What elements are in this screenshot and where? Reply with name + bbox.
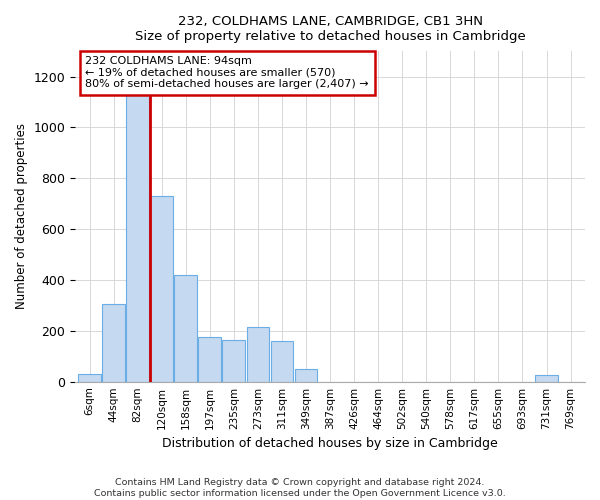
Bar <box>78 374 101 382</box>
Bar <box>223 340 245 382</box>
Bar <box>199 337 221 382</box>
Bar <box>295 369 317 382</box>
Bar <box>126 90 149 382</box>
Title: 232, COLDHAMS LANE, CAMBRIDGE, CB1 3HN
Size of property relative to detached hou: 232, COLDHAMS LANE, CAMBRIDGE, CB1 3HN S… <box>135 15 526 43</box>
Bar <box>247 327 269 382</box>
Bar <box>102 304 125 382</box>
Y-axis label: Number of detached properties: Number of detached properties <box>15 124 28 310</box>
Bar <box>535 376 558 382</box>
Text: 232 COLDHAMS LANE: 94sqm
← 19% of detached houses are smaller (570)
80% of semi-: 232 COLDHAMS LANE: 94sqm ← 19% of detach… <box>85 56 369 90</box>
X-axis label: Distribution of detached houses by size in Cambridge: Distribution of detached houses by size … <box>162 437 498 450</box>
Text: Contains HM Land Registry data © Crown copyright and database right 2024.
Contai: Contains HM Land Registry data © Crown c… <box>94 478 506 498</box>
Bar <box>175 275 197 382</box>
Bar <box>271 341 293 382</box>
Bar <box>151 196 173 382</box>
